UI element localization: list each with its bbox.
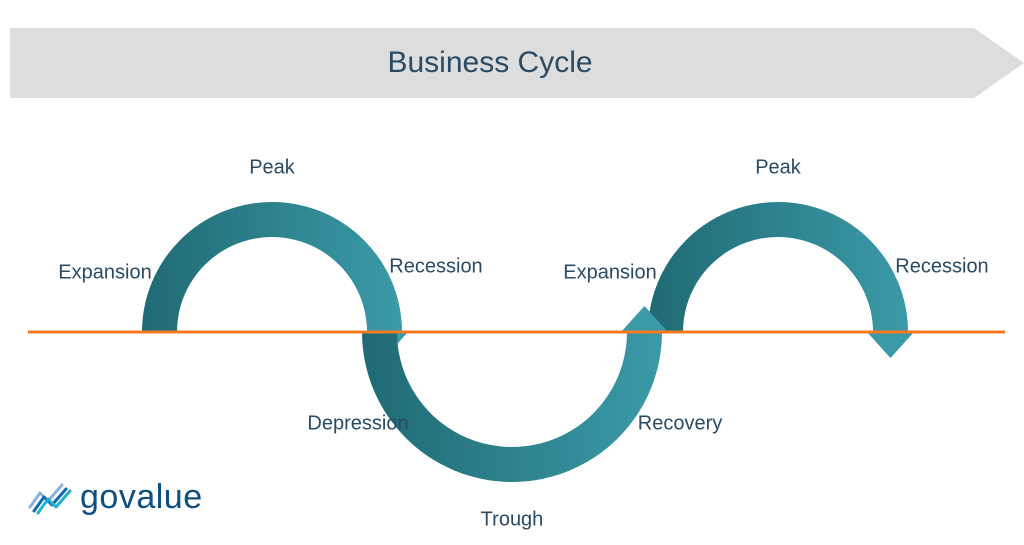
- cycle-diagram: [0, 0, 1024, 545]
- label-trough: Trough: [481, 509, 544, 532]
- diagram-title: Business Cycle: [387, 46, 592, 80]
- arc-bottom-arrowhead: [621, 306, 668, 332]
- label-depression: Depression: [307, 413, 408, 436]
- arc-bottom: [362, 332, 662, 482]
- label-recovery: Recovery: [638, 413, 722, 436]
- label-expansion-1: Expansion: [58, 262, 151, 285]
- label-peak-2: Peak: [755, 157, 801, 180]
- label-recession-1: Recession: [389, 256, 482, 279]
- arc-top-1: [142, 202, 402, 332]
- label-expansion-2: Expansion: [563, 262, 656, 285]
- logo-icon: [28, 481, 74, 515]
- arc-top-2: [648, 202, 908, 332]
- arc-top-2-arrowhead: [867, 332, 914, 358]
- title-banner: [0, 0, 1024, 545]
- label-peak-1: Peak: [249, 157, 295, 180]
- logo-text: govalue: [80, 478, 203, 517]
- brand-logo: govalue: [28, 478, 203, 517]
- label-recession-2: Recession: [895, 256, 988, 279]
- arc-top-1-arrowhead: [361, 332, 408, 358]
